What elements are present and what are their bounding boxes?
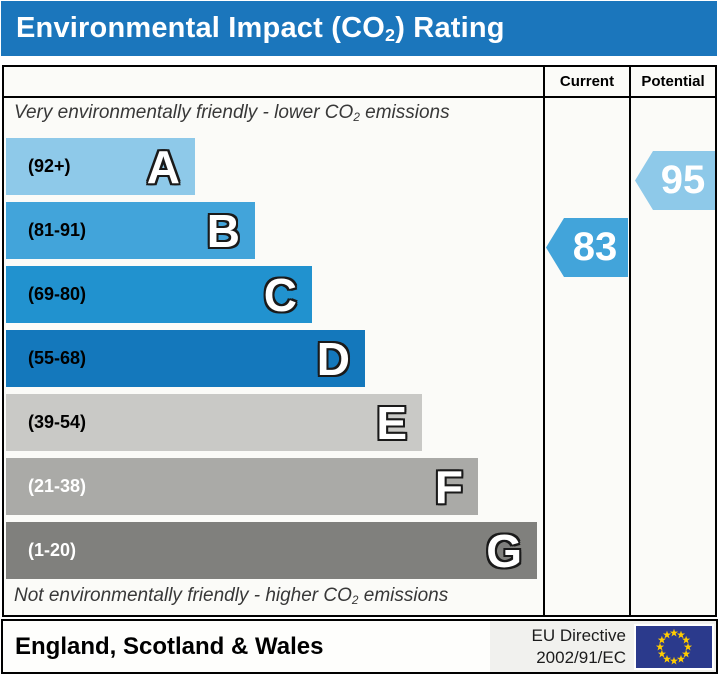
title-bar: Environmental Impact (CO2) Rating [1,1,717,56]
eu-directive-text: EU Directive 2002/91/EC [532,625,626,668]
table-header-row: Current Potential [4,67,715,98]
column-divider-potential [629,67,631,615]
band-d: (55-68) D [6,330,365,387]
bottom-scale-note-suffix: emissions [358,585,449,606]
band-g-letter: G [486,524,522,577]
band-e-letter: E [376,396,407,449]
current-rating-value: 83 [572,225,618,269]
band-c: (69-80) C [6,266,312,323]
band-a: (92+) A [6,138,195,195]
bottom-scale-note-subscript: 2 [351,593,359,607]
top-scale-note-subscript: 2 [353,110,360,124]
band-f-range: (21-38) [28,476,87,496]
band-e: (39-54) E [6,394,422,451]
band-f: (21-38) F [6,458,478,515]
band-a-letter: A [146,140,180,193]
band-f-letter: F [434,460,463,513]
band-g-range: (1-20) [28,540,77,560]
band-b: (81-91) B [6,202,255,259]
rating-table: Current Potential Very environmentally f… [2,65,717,617]
column-divider-current [543,67,545,615]
eu-directive-panel: EU Directive 2002/91/EC [490,621,716,672]
eu-directive-line1: EU Directive [531,626,626,646]
bottom-scale-note: Not environmentally friendly - higher CO… [14,585,448,607]
band-b-range: (81-91) [28,220,87,240]
band-b-letter: B [206,204,240,257]
page-title-suffix: ) Rating [395,12,505,44]
potential-rating-arrow: 95 [635,151,715,210]
footer: England, Scotland & Wales EU Directive 2… [1,619,718,674]
top-scale-note-prefix: Very environmentally friendly - lower CO [14,102,354,123]
band-c-range: (69-80) [28,284,87,304]
current-column-header: Current [559,73,615,90]
region-label: England, Scotland & Wales [15,632,324,660]
page-title-subscript: 2 [384,24,396,45]
potential-rating-value: 95 [660,158,706,202]
band-d-range: (55-68) [28,348,87,368]
bottom-scale-note-prefix: Not environmentally friendly - higher CO [14,585,352,606]
page-title: Environmental Impact (CO2) Rating [16,12,505,45]
band-a-range: (92+) [28,156,71,176]
band-g: (1-20) G [6,522,537,579]
top-scale-note: Very environmentally friendly - lower CO… [14,102,450,124]
top-scale-note-suffix: emissions [359,102,450,123]
eu-directive-line2: 2002/91/EC [536,647,626,667]
eu-flag-icon [636,625,712,668]
band-c-letter: C [263,268,297,321]
band-e-range: (39-54) [28,412,87,432]
potential-column-header: Potential [641,73,705,90]
page-title-prefix: Environmental Impact (CO [16,12,385,44]
current-rating-arrow: 83 [546,218,628,277]
band-d-letter: D [316,332,350,385]
